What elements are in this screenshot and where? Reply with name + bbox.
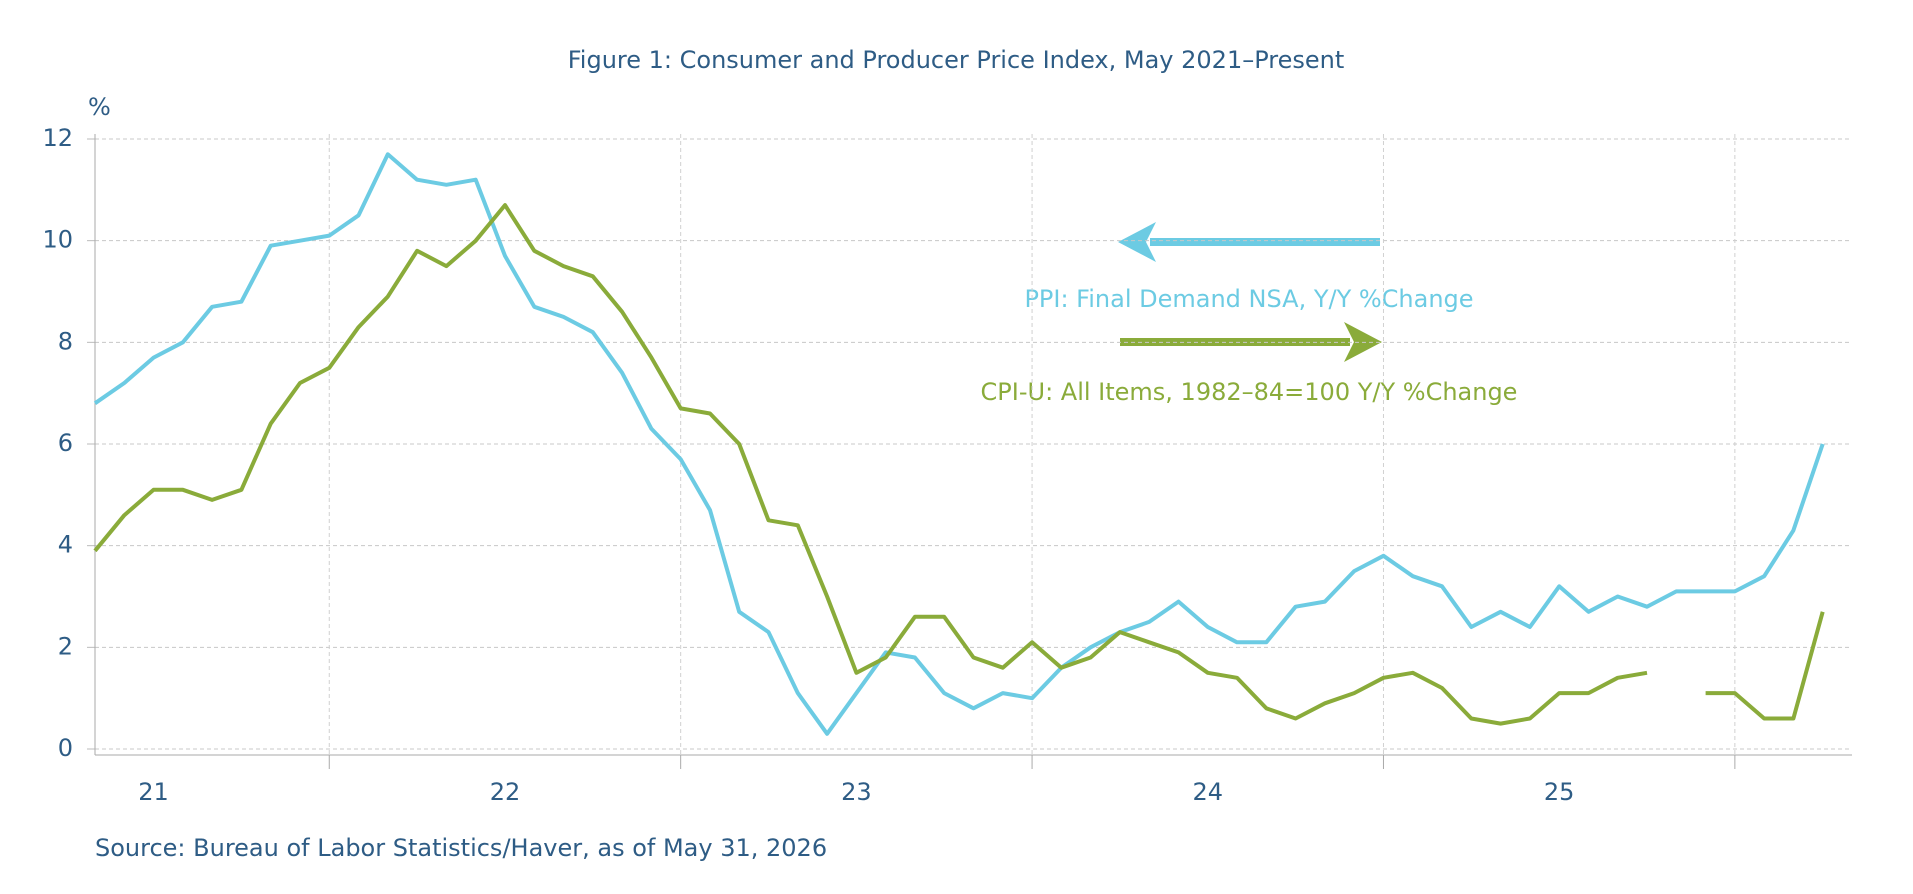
y-tick-label: 8	[58, 327, 73, 355]
source-note: Source: Bureau of Labor Statistics/Haver…	[95, 834, 827, 862]
y-axis-label: %	[88, 93, 111, 121]
legend-arrowhead	[1118, 222, 1156, 262]
chart-title: Figure 1: Consumer and Producer Price In…	[568, 46, 1345, 74]
x-tick-label: 25	[1544, 778, 1575, 806]
series-line	[1705, 611, 1825, 721]
y-tick-label: 10	[42, 226, 73, 254]
series-line	[93, 203, 1648, 726]
legend-label: CPI-U: All Items, 1982–84=100 Y/Y %Chang…	[981, 378, 1518, 406]
y-tick-label: 4	[58, 531, 73, 559]
x-tick-label: 23	[841, 778, 872, 806]
y-tick-label: 0	[58, 734, 73, 762]
x-tick-label: 22	[490, 778, 521, 806]
x-tick-label: 24	[1192, 778, 1223, 806]
y-tick-label: 2	[58, 632, 73, 660]
y-tick-label: 6	[58, 429, 73, 457]
legend-label: PPI: Final Demand NSA, Y/Y %Change	[1024, 285, 1473, 313]
legend: PPI: Final Demand NSA, Y/Y %Change CPI-U…	[981, 222, 1518, 406]
y-tick-label: 12	[42, 124, 73, 152]
series-line	[93, 152, 1825, 736]
x-tick-label: 21	[138, 778, 169, 806]
